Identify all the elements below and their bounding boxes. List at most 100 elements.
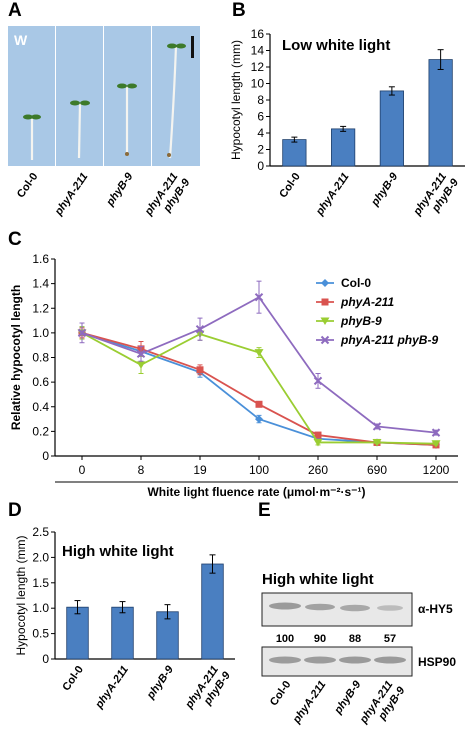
marker-x bbox=[372, 422, 382, 431]
category-label: Col-0 bbox=[277, 171, 303, 200]
marker-x bbox=[431, 428, 441, 437]
y-tick-label: 1.0 bbox=[32, 326, 49, 340]
y-tick-label: 2.5 bbox=[32, 525, 49, 539]
marker-x bbox=[136, 349, 146, 359]
category-label: Col-0 bbox=[60, 664, 86, 693]
y-tick-label: 1.4 bbox=[32, 277, 49, 291]
y-tick-label: 2 bbox=[257, 143, 264, 157]
y-tick-label: 14 bbox=[251, 44, 265, 58]
panel-letter-a: A bbox=[8, 0, 22, 21]
y-tick-label: 0 bbox=[42, 449, 49, 463]
lane-label: phyA-211 bbox=[290, 679, 328, 727]
y-axis-label: Hypocotyl length (mm) bbox=[229, 40, 243, 160]
genotype-label: phyA-211 bbox=[52, 171, 90, 219]
bar bbox=[428, 59, 453, 167]
category-label: phyA-211 bbox=[313, 171, 351, 219]
panel-letter-c: C bbox=[8, 229, 22, 250]
legend-item: phyA-211 phyB-9 bbox=[316, 333, 438, 347]
series-line bbox=[81, 295, 437, 434]
category-label: phyB-9 bbox=[144, 663, 176, 702]
y-tick-label: 0.5 bbox=[32, 627, 49, 641]
marker-triangle bbox=[254, 349, 264, 357]
category-label: phyA-211 bbox=[93, 664, 131, 712]
bar bbox=[66, 606, 89, 660]
y-tick-label: 10 bbox=[251, 77, 265, 91]
marker-triangle bbox=[431, 440, 441, 448]
seedling-col0 bbox=[23, 114, 41, 160]
category-label: phyB-9 bbox=[369, 170, 401, 209]
hy5-band bbox=[305, 603, 335, 611]
y-tick-label: 4 bbox=[257, 126, 264, 140]
y-tick-label: 2.0 bbox=[32, 550, 49, 564]
marker-triangle bbox=[372, 438, 382, 447]
chart-d: 0 0.5 1.0 1.5 2.0 2.5 Hypocotyl length (mm) Hig… bbox=[14, 525, 235, 711]
y-tick-label: 1.6 bbox=[32, 252, 49, 266]
chart-title: Low white light bbox=[282, 37, 390, 54]
y-tick-label: 1.0 bbox=[32, 601, 49, 615]
seedling-double bbox=[167, 43, 186, 159]
genotype-label: Col-0 bbox=[15, 171, 41, 200]
panel-letter-b: B bbox=[232, 0, 246, 21]
y-tick-label: 6 bbox=[257, 110, 264, 124]
marker-x bbox=[254, 292, 264, 302]
quant-value: 88 bbox=[349, 633, 361, 645]
y-tick-label: 0 bbox=[257, 159, 264, 173]
legend-label: phyA-211 bbox=[340, 295, 394, 309]
y-axis-label: Relative hypocotyl length bbox=[9, 285, 23, 430]
hy5-band bbox=[269, 602, 301, 610]
seedling-phyb bbox=[117, 83, 137, 156]
marker-x bbox=[77, 328, 87, 338]
x-tick-label: 1200 bbox=[423, 463, 450, 477]
marker-diamond bbox=[321, 279, 329, 287]
legend-label: Col-0 bbox=[341, 276, 371, 290]
hsp90-band bbox=[374, 656, 406, 664]
marker-square bbox=[314, 431, 322, 439]
panel-letter-e: E bbox=[258, 500, 271, 521]
marker-square bbox=[321, 298, 329, 306]
seedling-phya bbox=[70, 100, 90, 159]
marker-square bbox=[255, 400, 263, 408]
quant-value: 90 bbox=[314, 633, 326, 645]
x-tick-label: 260 bbox=[308, 463, 328, 477]
chart-title: High white light bbox=[62, 543, 174, 560]
marker-triangle bbox=[136, 361, 146, 369]
y-tick-label: 0.8 bbox=[32, 351, 49, 365]
hy5-band bbox=[340, 604, 370, 612]
bar bbox=[201, 563, 224, 660]
marker-triangle bbox=[320, 317, 330, 325]
hsp90-band bbox=[304, 656, 336, 664]
hsp90-band bbox=[339, 656, 371, 664]
y-tick-label: 0 bbox=[42, 652, 49, 666]
legend-label: phyA-211 phyB-9 bbox=[340, 333, 438, 347]
y-tick-label: 0.4 bbox=[32, 400, 49, 414]
lane-label: phyB-9 bbox=[332, 678, 364, 717]
series-phya-211-phyb-9 bbox=[77, 280, 441, 437]
bar bbox=[331, 128, 356, 167]
x-axis-label: White light fluence rate (μmol·m⁻²·s⁻¹) bbox=[147, 485, 365, 499]
y-tick-label: 1.5 bbox=[32, 576, 49, 590]
panel-a-photo: W bbox=[8, 26, 200, 166]
hsp90-band bbox=[269, 656, 301, 664]
quant-value: 57 bbox=[384, 633, 396, 645]
blot-label-hsp90: HSP90 bbox=[418, 655, 456, 669]
chart-c: 0 0.2 0.4 0.6 0.8 1.0 1.2 1.4 1.6 Relative hypoco… bbox=[9, 252, 458, 499]
y-tick-label: 12 bbox=[251, 60, 265, 74]
x-tick-label: 8 bbox=[138, 463, 145, 477]
x-tick-label: 100 bbox=[249, 463, 269, 477]
y-tick-label: 8 bbox=[257, 93, 264, 107]
hy5-band bbox=[377, 605, 403, 611]
marker-diamond bbox=[255, 415, 263, 424]
blot-title: High white light bbox=[262, 571, 374, 588]
marker-triangle bbox=[313, 438, 323, 447]
legend-item: phyA-211 bbox=[316, 295, 394, 309]
y-axis-label: Hypocotyl length (mm) bbox=[14, 535, 28, 655]
y-tick-label: 16 bbox=[251, 27, 265, 41]
y-tick-label: 0.2 bbox=[32, 424, 49, 438]
bar bbox=[379, 90, 404, 167]
w-label: W bbox=[14, 32, 28, 48]
marker-square bbox=[196, 366, 204, 374]
panel-e-blot: High white light α-HY5 100 90 88 57 HSP9… bbox=[261, 571, 456, 727]
chart-b: 0 2 4 6 8 10 12 14 16 Hypocotyl length (mm) Low wh… bbox=[229, 27, 465, 218]
y-tick-label: 1.2 bbox=[32, 301, 49, 315]
